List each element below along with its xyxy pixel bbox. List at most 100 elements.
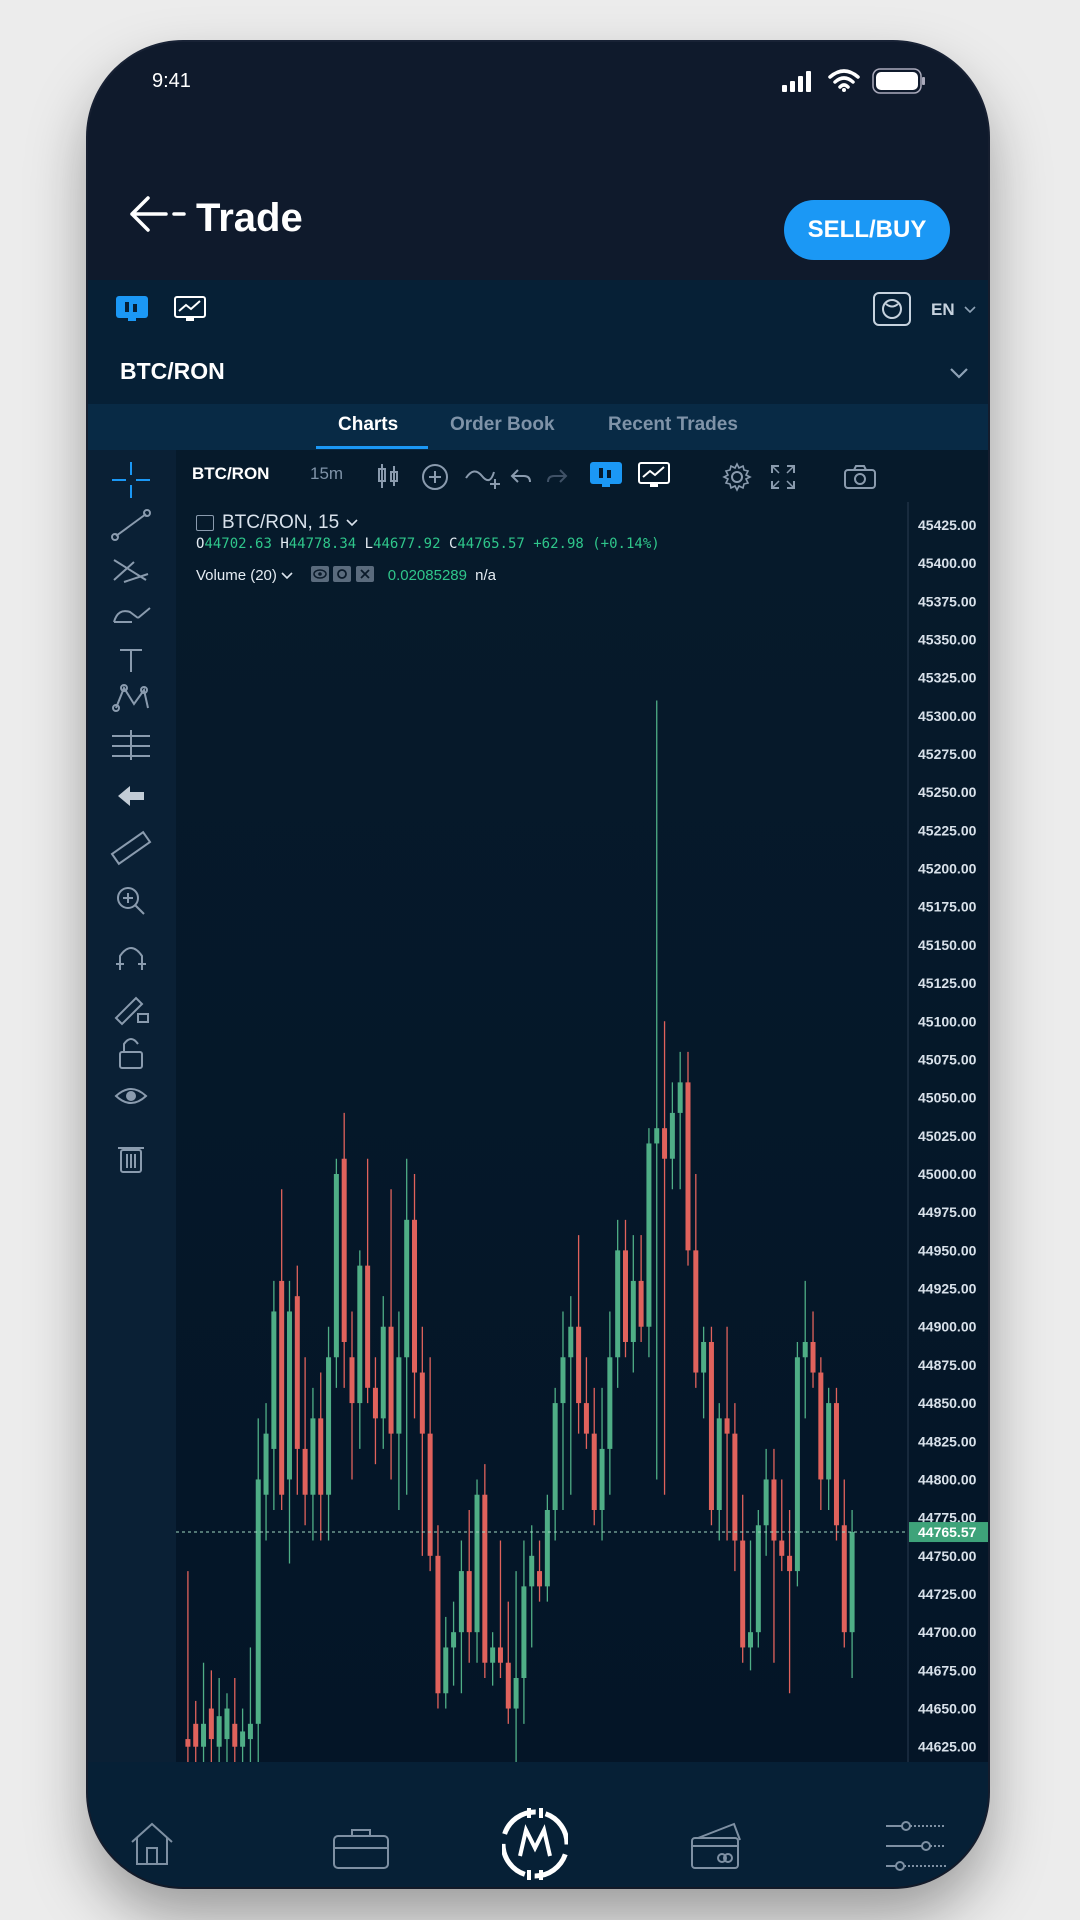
candle [662,1021,668,1495]
snapshot-camera-icon[interactable] [844,464,876,490]
unlock-tool-icon[interactable] [119,1038,143,1069]
visibility-eye-icon[interactable] [311,566,330,582]
theme-toggle-icon[interactable] [873,292,911,326]
price-axis-label: 44775.00 [918,1510,977,1526]
back-arrow-icon[interactable] [126,192,196,236]
measure-tool-icon[interactable] [112,730,150,760]
price-axis-label: 44625.00 [918,1739,977,1755]
language-selector[interactable]: EN [931,300,955,319]
chevron-down-icon[interactable] [964,306,976,314]
fib-tool-icon[interactable] [113,559,149,583]
candle-body [240,1731,246,1747]
candle-body [443,1647,449,1694]
home-icon[interactable] [128,1820,176,1868]
sliders-menu-icon[interactable] [884,1816,948,1876]
crosshair-tool-icon[interactable] [112,462,150,498]
candle [529,1525,535,1648]
settings-gear-icon[interactable] [722,462,752,492]
close-value: 44765.57 [457,536,525,552]
eye-tool-icon[interactable] [114,1088,148,1104]
candle-body [599,1448,605,1510]
price-axis-label: 44700.00 [918,1624,977,1640]
price-axis-label: 44800.00 [918,1471,977,1487]
remove-indicator-icon[interactable] [355,566,374,582]
candle [708,1326,714,1526]
price-axis-label: 45000.00 [918,1166,977,1182]
price-axis-label: 45050.00 [918,1090,977,1106]
sell-buy-button[interactable]: SELL/BUY [784,200,950,260]
candle-body [583,1403,589,1434]
candle [412,1174,418,1419]
candle-body [435,1555,441,1694]
pair-selector[interactable]: BTC/RON [88,342,988,404]
line-view-icon[interactable] [638,462,670,490]
candle [372,1357,378,1465]
volume-legend[interactable]: Volume (20) 0.02085289 n/a [196,566,496,586]
status-bar: 9:41 [88,42,988,137]
lock-drawing-tool-icon[interactable] [114,996,149,1026]
pattern-tool-icon[interactable] [112,684,149,712]
magnet-tool-icon[interactable] [116,947,146,970]
candle [849,1510,855,1678]
price-chart[interactable]: 45425.00 45400.00 45375.00 45350.00 45325.00… [176,502,988,1762]
candle-body [466,1571,472,1633]
zoom-in-tool-icon[interactable] [117,887,145,915]
volume-chevron-down-icon[interactable] [281,572,293,580]
price-axis-label: 45200.00 [918,861,977,877]
candle-body [255,1479,261,1724]
briefcase-icon[interactable] [332,1826,390,1870]
candles-view-icon[interactable] [590,462,622,490]
interval-selector[interactable]: 15m [310,464,344,483]
price-axis-label: 45125.00 [918,975,977,991]
tab-recent-trades[interactable]: Recent Trades [608,414,738,435]
candle [794,1342,800,1587]
candle [466,1510,472,1663]
candle-body [646,1143,652,1327]
wallet-card-icon[interactable] [690,1820,744,1872]
candle-body [841,1525,847,1633]
candle [826,1387,832,1510]
candle-body [412,1219,418,1373]
undo-icon[interactable] [510,466,532,486]
trash-tool-icon[interactable] [118,1147,144,1173]
candle-body [474,1494,480,1633]
candle [771,1448,777,1663]
add-indicator-icon[interactable] [420,462,450,492]
pair-chevron-down-icon[interactable] [950,368,968,379]
signal-icon [782,71,811,92]
candle-body [810,1342,816,1373]
chart-symbol[interactable]: BTC/RON [192,464,270,483]
legend-symbol[interactable]: BTC/RON, 15 [196,512,359,534]
bar-style-icon[interactable] [376,462,400,490]
line-mode-icon[interactable] [174,296,206,322]
candle-body [310,1418,316,1495]
candle [841,1479,847,1648]
ruler-tool-icon[interactable] [110,830,152,866]
candle [286,1280,292,1564]
candles-mode-icon[interactable] [116,296,148,322]
legend-chevron-down-icon[interactable] [346,519,359,527]
candle [443,1616,449,1709]
logo-icon[interactable] [502,1808,568,1880]
fullscreen-icon[interactable] [770,464,796,490]
candlestick-chart[interactable]: 45425.00 45400.00 45375.00 45350.00 45325.00… [176,502,988,1762]
price-axis-label: 44650.00 [918,1701,977,1717]
back-tool-icon[interactable] [118,786,144,806]
trendline-tool-icon[interactable] [111,509,151,541]
candle [560,1311,566,1510]
tab-charts[interactable]: Charts [338,414,399,435]
candle [435,1525,441,1709]
text-tool-icon[interactable] [120,649,142,672]
candle-body [732,1433,738,1541]
collapse-legend-icon[interactable] [196,514,214,531]
candle-body [419,1372,425,1434]
volume-settings-icon[interactable] [333,566,352,582]
candle [365,1158,371,1404]
tab-order-book[interactable]: Order Book [450,414,555,435]
compare-icon[interactable] [464,462,502,492]
brush-tool-icon[interactable] [113,607,151,623]
redo-icon[interactable] [546,466,568,486]
candle-body [388,1326,394,1434]
candle-body [458,1571,464,1633]
candle-body [568,1326,574,1358]
